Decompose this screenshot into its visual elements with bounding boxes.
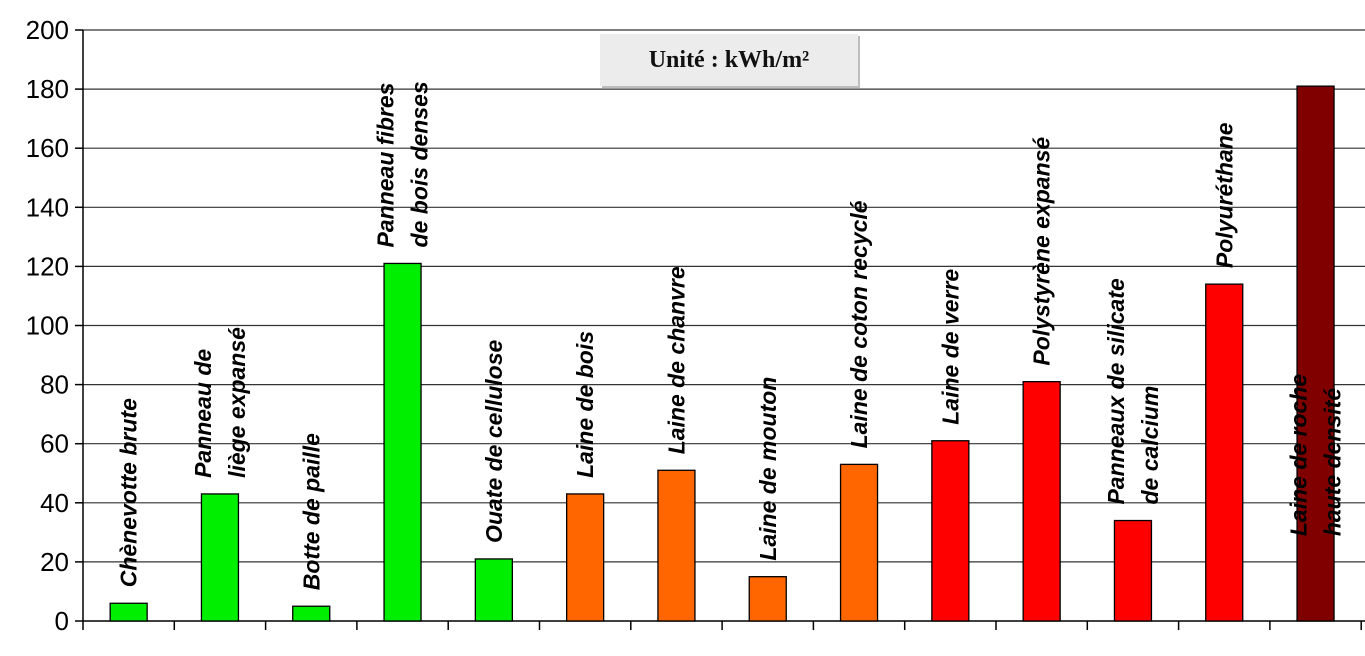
category-label-line: Ouate de cellulose [481, 339, 507, 542]
category-label: Laine de roche haute densité [1286, 374, 1346, 537]
category-label-line: Laine de coton recyclé [846, 200, 872, 448]
bar [292, 605, 331, 622]
y-tick-label: 180 [26, 74, 69, 104]
category-label: Panneau de liège expansé [190, 327, 250, 478]
category-label-line: Panneau fibres [373, 83, 399, 248]
category-label: Laine de coton recyclé [846, 200, 872, 448]
category-label: Polyuréthane [1211, 122, 1237, 268]
category-label: Panneau fibres de bois denses [373, 81, 433, 247]
category-label-line: Polyuréthane [1211, 122, 1237, 268]
category-label-line: Botte de paille [298, 433, 324, 590]
category-label: Laine de bois [572, 331, 598, 478]
bar [200, 493, 240, 622]
category-label-line: de bois denses [407, 81, 433, 247]
bar [1296, 85, 1335, 622]
category-label-line: liège expansé [224, 327, 250, 478]
bar [748, 576, 787, 622]
category-label: Panneaux de silicate de calcium [1103, 278, 1163, 504]
y-tick-label: 0 [55, 606, 69, 636]
y-tick-label: 100 [26, 311, 69, 341]
category-label-line: Laine de chanvre [663, 266, 689, 454]
category-label-line: Polystyrène expansé [1029, 137, 1055, 366]
y-tick-label: 120 [26, 251, 69, 281]
bar [474, 558, 514, 622]
unit-label: Unité : kWh/m² [648, 46, 810, 73]
category-label-line: de calcium [1137, 386, 1163, 505]
y-tick-label: 20 [40, 547, 69, 577]
category-label-line: Laine de verre [937, 269, 963, 425]
category-label: Laine de verre [937, 269, 963, 425]
bar [109, 602, 148, 622]
category-label-line: Chènevotte brute [116, 398, 142, 587]
bar [1022, 380, 1061, 622]
category-label-line: Laine de roche [1286, 374, 1312, 537]
category-label: Laine de chanvre [663, 266, 689, 454]
category-label-line: Laine de mouton [755, 377, 781, 561]
category-label: Laine de mouton [755, 377, 781, 561]
bar [839, 463, 879, 622]
bar [657, 469, 696, 622]
y-tick-label: 200 [26, 15, 69, 45]
y-tick-label: 160 [26, 133, 69, 163]
category-label-line: Laine de bois [572, 331, 598, 478]
category-label: Ouate de cellulose [481, 339, 507, 542]
y-tick-label: 140 [26, 192, 69, 222]
category-label: Polystyrène expansé [1029, 137, 1055, 366]
y-tick-label: 60 [40, 429, 69, 459]
category-label: Chènevotte brute [116, 398, 142, 587]
bar [931, 440, 970, 622]
category-label-line: haute densité [1320, 388, 1346, 536]
category-label: Botte de paille [298, 433, 324, 590]
bar [383, 262, 422, 622]
bar [566, 493, 605, 622]
unit-label-box: Unité : kWh/m² [600, 34, 858, 86]
bar [1205, 283, 1244, 622]
y-tick-label: 40 [40, 488, 69, 518]
category-label-line: Panneaux de silicate [1103, 278, 1129, 504]
category-label-line: Panneau de [190, 349, 216, 478]
y-tick-label: 80 [40, 370, 69, 400]
bar [1113, 519, 1153, 622]
